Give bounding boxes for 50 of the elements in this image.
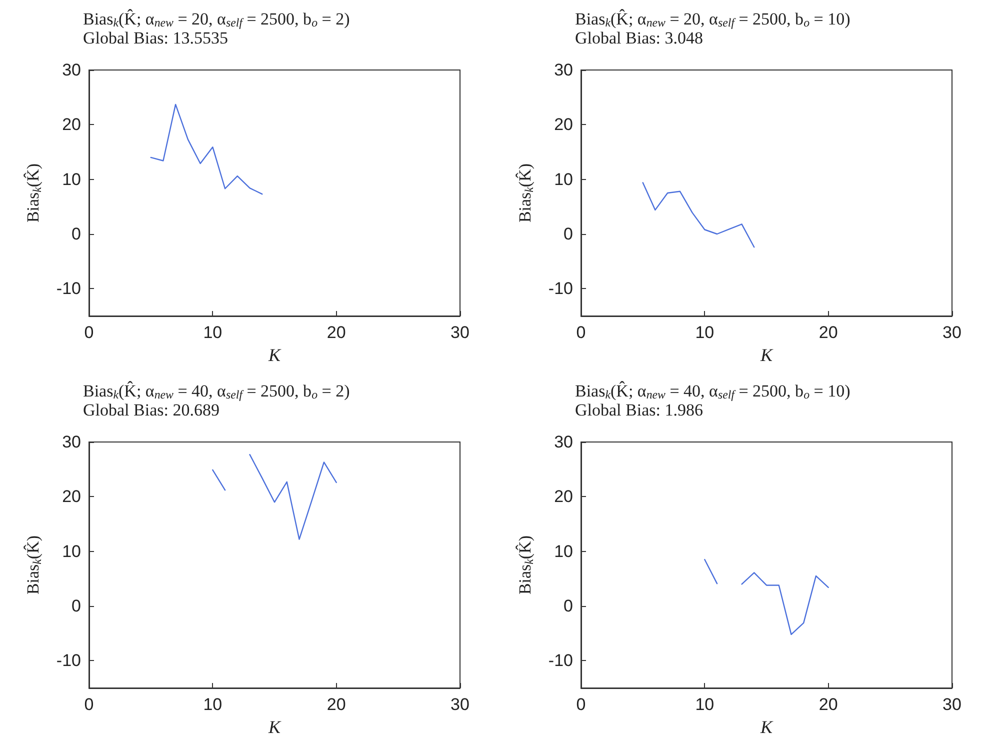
y-tick-label: -10 xyxy=(56,651,81,670)
x-tick-label: 30 xyxy=(942,695,962,714)
x-tick-label: 30 xyxy=(450,695,470,714)
x-axis-title: K xyxy=(267,717,282,737)
y-tick-label: -10 xyxy=(56,279,81,298)
x-tick-label: 0 xyxy=(84,695,94,714)
x-axis-title: K xyxy=(759,717,774,737)
x-tick-label: 10 xyxy=(203,695,222,714)
x-axis-title: K xyxy=(759,345,774,365)
line-series xyxy=(150,104,263,195)
x-tick-label: 10 xyxy=(203,323,222,342)
y-tick-label: 0 xyxy=(564,224,573,244)
x-tick-label: 20 xyxy=(818,323,838,342)
y-tick-label: 20 xyxy=(554,115,573,134)
chart-subtitle: Global Bias: 1.986 xyxy=(575,400,703,420)
x-tick-label: 20 xyxy=(326,695,346,714)
x-tick-label: 0 xyxy=(576,695,586,714)
x-tick-label: 20 xyxy=(326,323,346,342)
y-tick-label: 10 xyxy=(554,170,573,189)
chart-subtitle: Global Bias: 20.689 xyxy=(83,400,220,420)
x-tick-label: 20 xyxy=(818,695,838,714)
x-axis-title: K xyxy=(267,345,282,365)
chart-subtitle: Global Bias: 3.048 xyxy=(575,28,703,48)
y-tick-label: 10 xyxy=(62,542,81,561)
y-tick-label: 30 xyxy=(554,432,573,452)
x-tick-label: 0 xyxy=(576,323,586,342)
x-tick-label: 30 xyxy=(450,323,470,342)
y-tick-label: 30 xyxy=(554,60,573,80)
y-tick-label: 0 xyxy=(564,596,573,616)
y-axis-title: Biask(K̂) xyxy=(515,163,536,223)
y-tick-label: -10 xyxy=(548,279,573,298)
y-tick-label: 10 xyxy=(554,542,573,561)
y-tick-label: 20 xyxy=(62,115,81,134)
y-axis-title: Biask(K̂) xyxy=(23,163,44,223)
y-tick-label: 20 xyxy=(554,487,573,506)
x-tick-label: 30 xyxy=(942,323,962,342)
y-axis-title: Biask(K̂) xyxy=(515,535,536,595)
chart-subtitle: Global Bias: 13.5535 xyxy=(83,28,228,48)
y-axis-title: Biask(K̂) xyxy=(23,535,44,595)
x-tick-label: 10 xyxy=(695,695,714,714)
y-tick-label: 10 xyxy=(62,170,81,189)
y-tick-label: 20 xyxy=(62,487,81,506)
y-tick-label: 30 xyxy=(62,432,81,452)
x-tick-label: 0 xyxy=(84,323,94,342)
y-tick-label: 0 xyxy=(72,596,81,616)
line-series xyxy=(642,182,755,248)
x-tick-label: 10 xyxy=(695,323,714,342)
y-tick-label: 0 xyxy=(72,224,81,244)
y-tick-label: 30 xyxy=(62,60,81,80)
y-tick-label: -10 xyxy=(548,651,573,670)
